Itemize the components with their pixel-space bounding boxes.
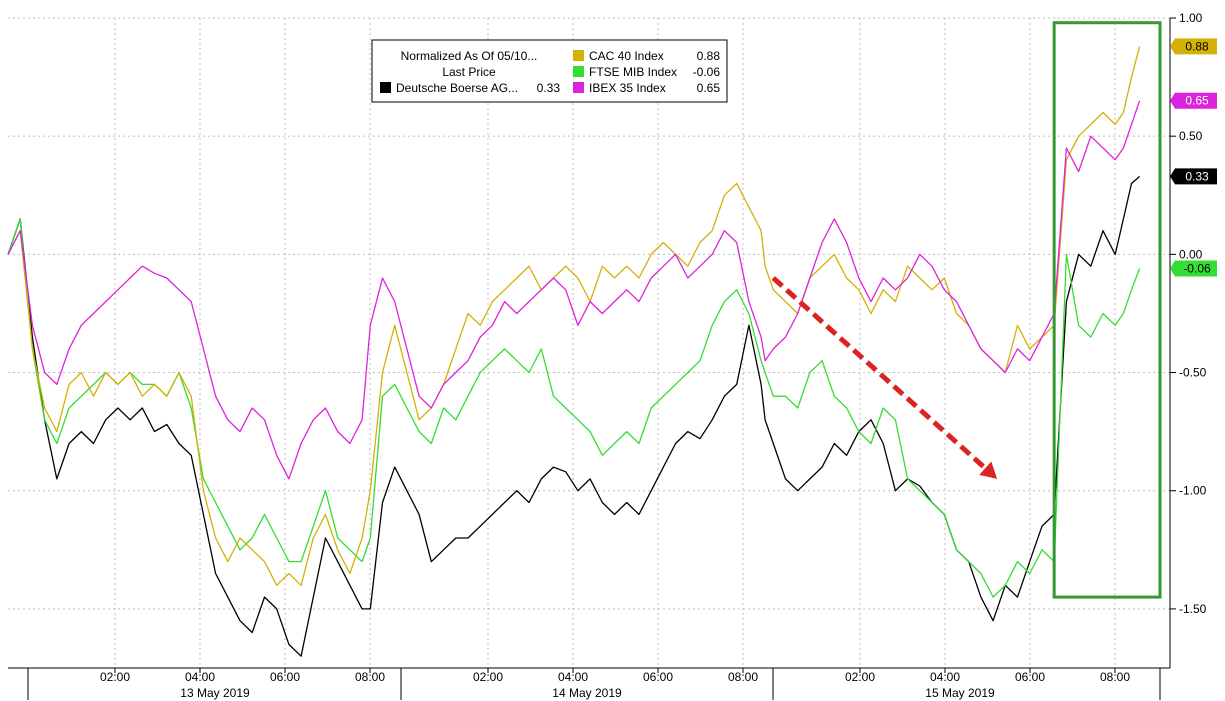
y-tick-label: 0.00	[1179, 247, 1203, 261]
x-tick-label: 06:00	[643, 670, 673, 684]
x-tick-label: 02:00	[100, 670, 130, 684]
y-tick-label: -1.00	[1179, 484, 1207, 498]
legend-subheader: Last Price	[442, 65, 496, 79]
x-day-label: 13 May 2019	[180, 686, 250, 700]
last-value-tag-label: 0.33	[1185, 169, 1209, 183]
legend-swatch	[380, 82, 391, 93]
last-value-tag	[1170, 92, 1217, 109]
x-tick-label: 08:00	[728, 670, 758, 684]
last-value-tags: 0.88 0.65 0.33 -0.06	[1170, 38, 1217, 277]
x-tick-label: 04:00	[558, 670, 588, 684]
last-value-tag-label: 0.65	[1185, 94, 1209, 108]
legend-item-value: 0.65	[697, 81, 721, 95]
x-day-label: 15 May 2019	[925, 686, 995, 700]
last-value-tag-label: -0.06	[1183, 262, 1211, 276]
day-separators	[27, 668, 1161, 700]
x-day-label: 14 May 2019	[552, 686, 622, 700]
x-tick-label: 06:00	[270, 670, 300, 684]
series-line-ibex-35-index	[7, 100, 1141, 480]
legend-item-value: -0.06	[693, 65, 721, 79]
trend-arrow	[771, 276, 987, 471]
series-line-cac-40-index	[7, 46, 1141, 586]
legend-box	[371, 39, 728, 103]
y-tick-label: 1.00	[1179, 11, 1203, 25]
annotations	[771, 21, 1162, 599]
highlight-box	[1052, 21, 1162, 599]
legend-item-label: FTSE MIB Index	[589, 65, 677, 79]
y-tick-label: -0.50	[1179, 366, 1207, 380]
x-tick-label: 04:00	[930, 670, 960, 684]
last-value-tag	[1170, 168, 1217, 185]
legend-item-label: Deutsche Boerse AG...	[396, 81, 518, 95]
axes: 1.00 0.50 0.00 -0.50 -1.00 -1.50 02:00 04:00 06:…	[8, 11, 1207, 700]
legend-swatch	[573, 66, 584, 77]
last-value-tag-label: 0.88	[1185, 39, 1209, 53]
x-tick-label: 02:00	[473, 670, 503, 684]
grid	[8, 17, 1170, 668]
legend-item-value: 0.33	[537, 81, 561, 95]
x-tick-label: 04:00	[185, 670, 215, 684]
series-lines	[7, 46, 1141, 657]
legend-item-label: CAC 40 Index	[589, 49, 664, 63]
legend-item-label: IBEX 35 Index	[589, 81, 666, 95]
series-line-ftse-mib-index	[7, 218, 1141, 598]
legend-header: Normalized As Of 05/10...	[401, 49, 538, 63]
last-value-tag	[1170, 38, 1217, 55]
x-tick-label: 08:00	[1100, 670, 1130, 684]
y-tick-label: 0.50	[1179, 129, 1203, 143]
legend-swatch	[573, 50, 584, 61]
trend-arrow-head	[979, 461, 998, 479]
x-tick-label: 02:00	[845, 670, 875, 684]
legend-swatch	[573, 82, 584, 93]
legend-item-value: 0.88	[697, 49, 721, 63]
last-value-tag	[1170, 260, 1217, 277]
legend: Normalized As Of 05/10... Last Price Deuts…	[371, 39, 728, 103]
x-tick-label: 08:00	[355, 670, 385, 684]
y-tick-label: -1.50	[1179, 602, 1207, 616]
x-tick-label: 06:00	[1015, 670, 1045, 684]
